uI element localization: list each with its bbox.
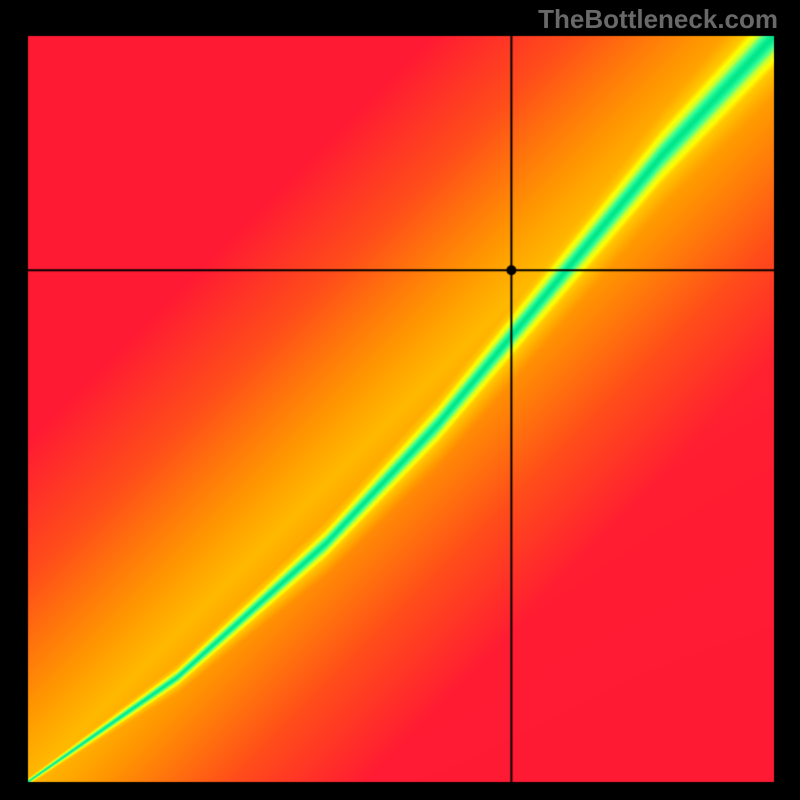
chart-container: TheBottleneck.com	[0, 0, 800, 800]
heatmap-canvas	[0, 0, 800, 800]
watermark-text: TheBottleneck.com	[538, 4, 778, 35]
